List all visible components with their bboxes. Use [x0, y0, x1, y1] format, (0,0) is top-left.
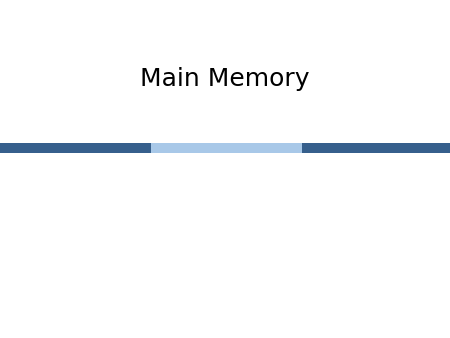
Bar: [302, 143, 450, 153]
Text: Main Memory: Main Memory: [140, 67, 310, 92]
Bar: [151, 143, 302, 153]
Bar: [0, 143, 151, 153]
